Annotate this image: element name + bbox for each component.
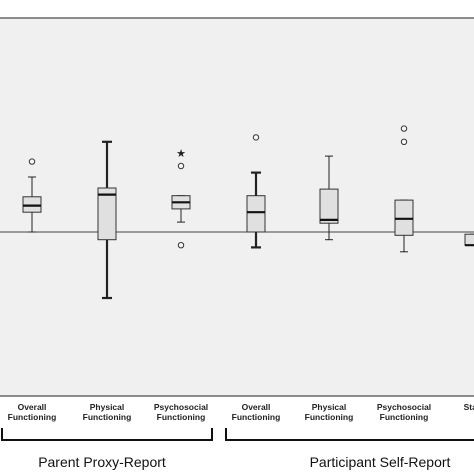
tick-label-line2: Functioning — [8, 412, 57, 422]
box-6 — [464, 233, 474, 247]
box-5 — [394, 125, 414, 253]
tick-label-line1: Overall — [242, 402, 271, 412]
outlier-circle — [177, 162, 185, 170]
outlier-circle — [400, 138, 408, 146]
group-bracket — [225, 428, 474, 441]
tick-label-line2: Functioning — [157, 412, 206, 422]
outlier-circle — [400, 125, 408, 132]
box-iqr — [246, 195, 266, 233]
tick-label-line2: Functioning — [83, 412, 132, 422]
box-3 — [246, 134, 266, 249]
box-iqr — [464, 233, 474, 246]
tick-label-line2: Functioning — [380, 412, 429, 422]
group-brackets-layer: Parent Proxy-Report Participant Self-Repo… — [1, 428, 474, 470]
outlier-star: ★ — [176, 147, 186, 160]
tick-label-line2: Functioning — [305, 412, 354, 422]
group-0: Parent Proxy-Report — [1, 428, 213, 470]
tick-label-line1: Physical — [90, 402, 125, 412]
tick-label-line1: Psychosocial — [154, 402, 208, 412]
box-iqr — [319, 188, 339, 224]
box-iqr — [97, 187, 117, 241]
group-1: Participant Self-Report — [225, 428, 474, 470]
group-label: Parent Proxy-Report — [38, 454, 166, 470]
tick-label-line1: State — [464, 402, 474, 412]
box-4 — [319, 155, 339, 241]
outlier-circle — [252, 134, 260, 141]
box-0 — [22, 158, 42, 233]
tick-label-line1: Physical — [312, 402, 347, 412]
outlier-circle — [28, 158, 36, 165]
box-1 — [97, 140, 117, 300]
outlier-circle — [177, 242, 185, 249]
tick-label-line2: Functioning — [232, 412, 281, 422]
box-2: ★ — [171, 147, 191, 249]
boxes-layer: ★ — [22, 125, 474, 300]
tick-label-line1: Psychosocial — [377, 402, 431, 412]
tick-labels-layer: OverallFunctioningPhysicalFunctioningPsy… — [8, 402, 474, 422]
group-bracket — [1, 428, 213, 441]
group-label: Participant Self-Report — [310, 454, 451, 470]
tick-label-line1: Overall — [18, 402, 47, 412]
